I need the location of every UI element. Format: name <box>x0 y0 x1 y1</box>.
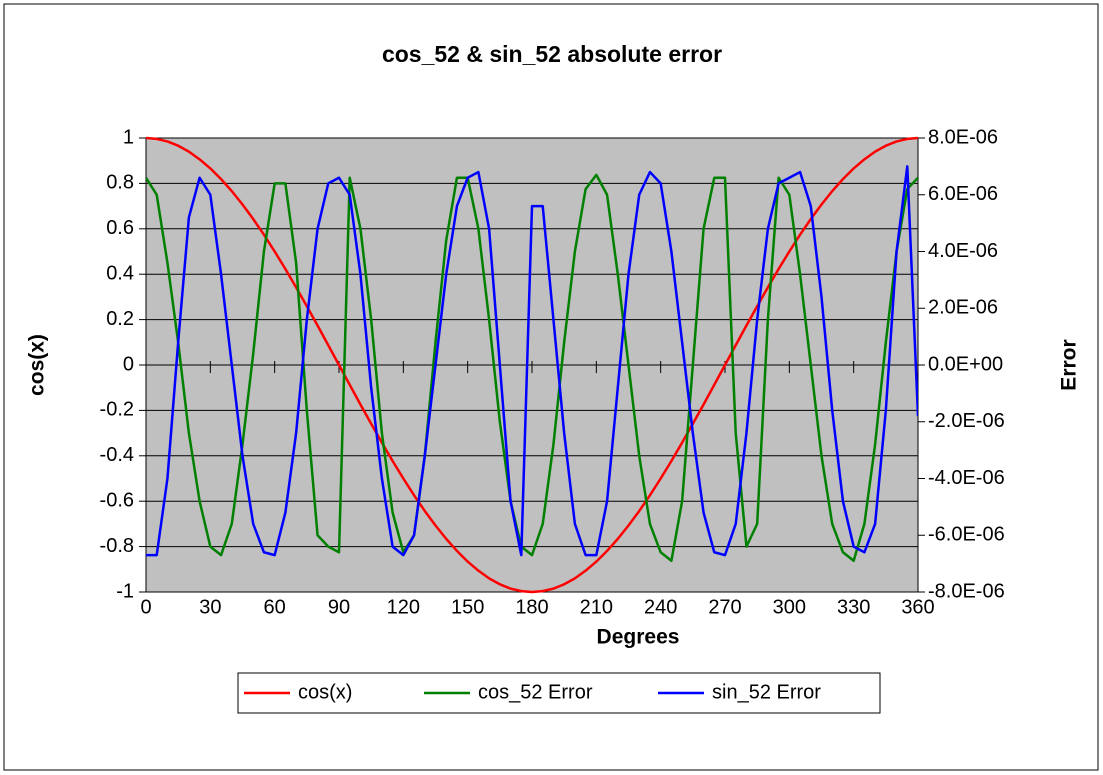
y-tick-label: -1 <box>116 580 134 602</box>
y-tick-label: 0.8 <box>106 172 134 194</box>
y-tick-label: 1 <box>123 126 134 148</box>
y2-tick-label: 4.0E-06 <box>928 240 998 262</box>
legend <box>237 672 881 714</box>
x-tick-label: 330 <box>837 596 870 618</box>
y-axis-title: cos(x) <box>26 334 49 396</box>
y-tick-label: 0.6 <box>106 217 134 239</box>
y2-tick-label: 6.0E-06 <box>928 183 998 205</box>
x-tick-label: 300 <box>773 596 806 618</box>
x-tick-label: 210 <box>580 596 613 618</box>
y-tick-label: 0.4 <box>106 262 134 284</box>
x-axis-title: Degrees <box>597 626 680 649</box>
x-tick-label: 180 <box>515 596 548 618</box>
x-tick-label: 60 <box>264 596 286 618</box>
legend-label: cos(x) <box>298 681 352 703</box>
series-line <box>146 165 918 557</box>
x-tick-label: 150 <box>451 596 484 618</box>
legend-label: cos_52 Error <box>478 681 593 703</box>
x-tick-label: 120 <box>387 596 420 618</box>
y-tick-label: 0.2 <box>106 308 134 330</box>
x-tick-label: 240 <box>644 596 677 618</box>
y2-tick-label: -8.0E-06 <box>928 580 1005 602</box>
y2-tick-label: 0.0E+00 <box>928 353 1003 375</box>
y2-tick-label: 2.0E-06 <box>928 297 998 319</box>
x-tick-label: 0 <box>140 596 151 618</box>
y-tick-label: -0.6 <box>100 489 134 511</box>
x-tick-label: 360 <box>901 596 934 618</box>
series-line <box>146 136 918 594</box>
y-tick-label: -0.4 <box>100 444 134 466</box>
series-line <box>146 173 918 563</box>
y-tick-label: -0.8 <box>100 535 134 557</box>
legend-label: sin_52 Error <box>712 681 821 703</box>
y2-tick-label: -6.0E-06 <box>928 524 1005 546</box>
x-tick-label: 30 <box>199 596 221 618</box>
y2-tick-label: 8.0E-06 <box>928 126 998 148</box>
chart-title: cos_52 & sin_52 absolute error <box>382 41 722 67</box>
x-tick-label: 270 <box>708 596 741 618</box>
y-tick-label: -0.2 <box>100 399 134 421</box>
x-tick-label: 90 <box>328 596 350 618</box>
y2-tick-label: -4.0E-06 <box>928 467 1005 489</box>
y2-axis-title: Error <box>1058 339 1081 390</box>
y-tick-label: 0 <box>123 353 134 375</box>
y2-tick-label: -2.0E-06 <box>928 410 1005 432</box>
